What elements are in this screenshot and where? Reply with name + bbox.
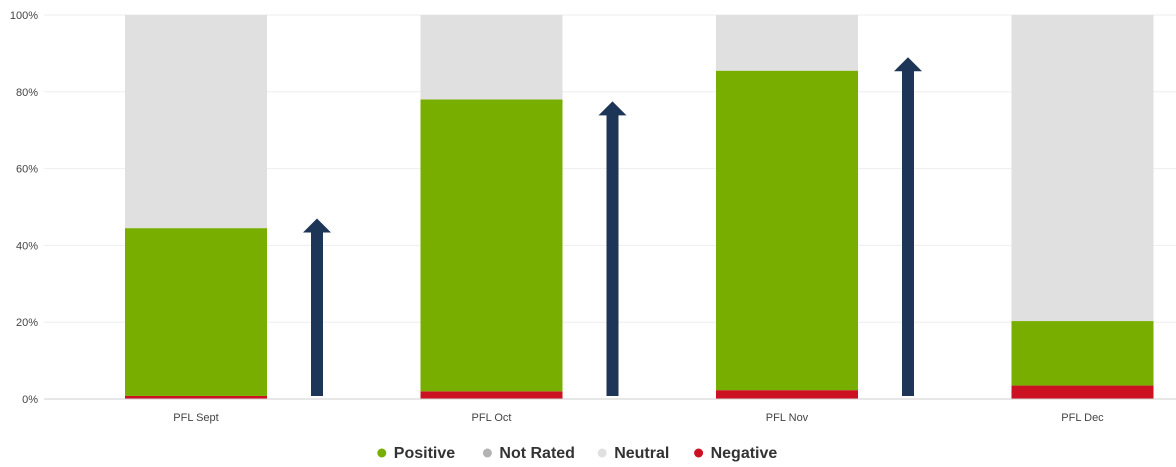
y-tick-label: 20% [16, 317, 38, 329]
x-tick-label: PFL Oct [472, 412, 512, 424]
up-arrow-icon [894, 57, 922, 397]
legend-label: Not Rated [499, 445, 575, 462]
bar-positive-pfl-nov [716, 70, 858, 391]
legend-dot-icon [482, 448, 492, 458]
bar-positive-pfl-oct [420, 99, 563, 392]
legend-dot-icon [597, 448, 607, 458]
bar-neutral-pfl-nov [716, 15, 858, 71]
y-tick-label: 100% [10, 10, 38, 22]
bar-positive-pfl-dec [1011, 321, 1154, 386]
bar-negative-pfl-oct [420, 391, 563, 399]
legend-dot-icon [377, 448, 387, 458]
legend-label: Positive [394, 445, 455, 462]
bar-neutral-pfl-sept [125, 15, 267, 229]
legend-item-positive[interactable]: Positive [377, 445, 455, 462]
legend-item-not-rated[interactable]: Not Rated [482, 445, 575, 462]
legend-item-negative[interactable]: Negative [694, 445, 777, 462]
legend-label: Neutral [614, 445, 669, 462]
annotation-arrows [303, 57, 922, 397]
x-axis-ticks: PFL Sept PFL Oct PFL Nov PFL Dec [173, 412, 1104, 424]
bar-negative-pfl-sept [125, 395, 267, 399]
x-tick-label: PFL Sept [173, 412, 218, 424]
x-tick-label: PFL Dec [1061, 412, 1104, 424]
bar-neutral-pfl-dec [1011, 15, 1154, 322]
y-tick-label: 80% [16, 87, 38, 99]
x-tick-label: PFL Nov [766, 412, 809, 424]
legend-label: Negative [711, 445, 778, 462]
bars [125, 15, 1154, 399]
y-tick-label: 60% [16, 164, 38, 176]
legend-dot-icon [694, 448, 704, 458]
bar-negative-pfl-dec [1011, 385, 1154, 399]
bar-neutral-pfl-oct [420, 15, 563, 100]
y-tick-label: 40% [16, 240, 38, 252]
y-axis-ticks: 0% 20% 40% 60% 80% 100% [10, 10, 38, 406]
up-arrow-icon [598, 101, 627, 397]
bar-negative-pfl-nov [716, 390, 858, 399]
bar-positive-pfl-sept [125, 228, 267, 396]
y-tick-label: 0% [22, 394, 38, 406]
legend[interactable]: Positive Not Rated Neutral Negative [377, 445, 777, 462]
legend-item-neutral[interactable]: Neutral [597, 445, 670, 462]
up-arrow-icon [303, 218, 331, 396]
